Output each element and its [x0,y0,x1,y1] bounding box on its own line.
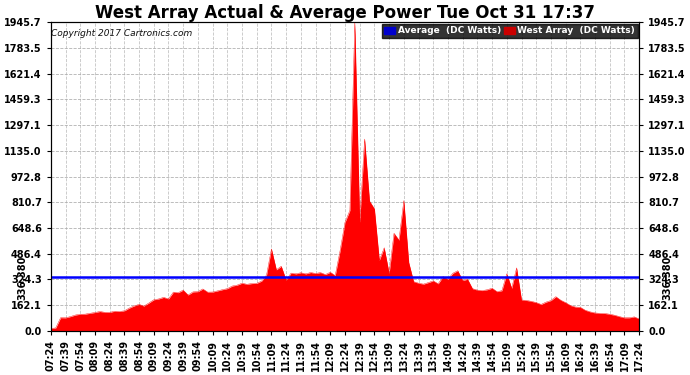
Legend: Average  (DC Watts), West Array  (DC Watts): Average (DC Watts), West Array (DC Watts… [382,24,638,38]
Text: 336.380: 336.380 [17,255,28,300]
Text: Copyright 2017 Cartronics.com: Copyright 2017 Cartronics.com [52,28,193,38]
Title: West Array Actual & Average Power Tue Oct 31 17:37: West Array Actual & Average Power Tue Oc… [95,4,595,22]
Text: 336.380: 336.380 [662,255,673,300]
